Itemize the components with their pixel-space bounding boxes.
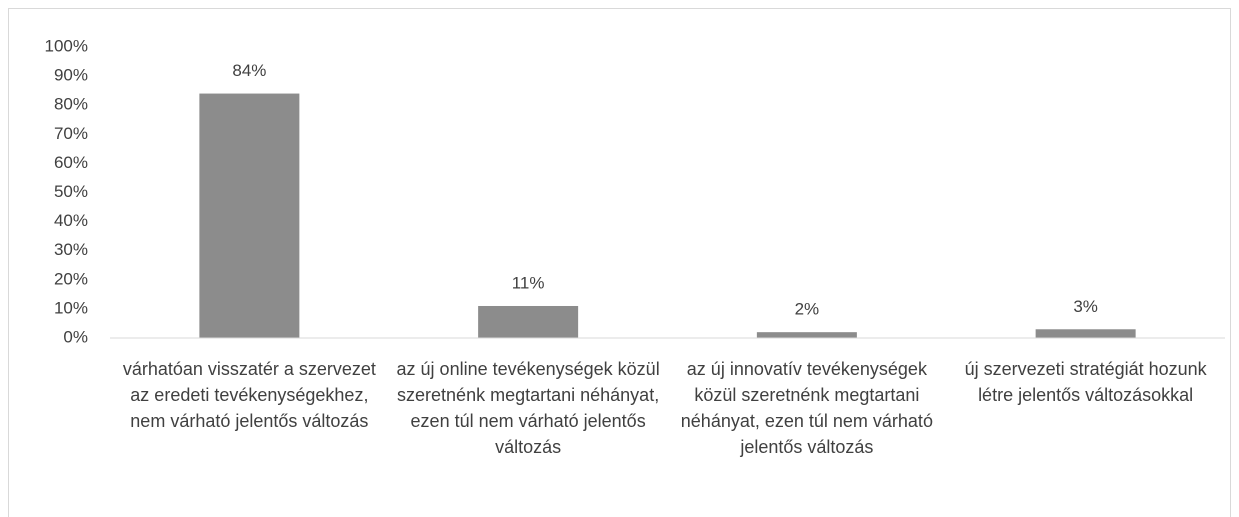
bar bbox=[199, 93, 300, 338]
x-tick-label: az új innovatív tevékenységek közül szer… bbox=[680, 359, 933, 457]
data-label: 11% bbox=[512, 273, 545, 292]
x-tick-label: az új online tevékenységek közül szeretn… bbox=[396, 359, 660, 457]
y-tick-label: 30% bbox=[54, 240, 88, 259]
data-label: 2% bbox=[795, 300, 820, 319]
y-tick-label: 10% bbox=[54, 298, 88, 317]
y-tick-label: 50% bbox=[54, 182, 88, 201]
x-tick-label: várhatóan visszatér a szervezet az erede… bbox=[122, 359, 376, 431]
y-tick-label: 40% bbox=[54, 211, 88, 230]
y-tick-label: 0% bbox=[63, 327, 88, 346]
y-tick-label: 60% bbox=[54, 153, 88, 172]
data-label: 84% bbox=[232, 61, 266, 80]
y-tick-label: 100% bbox=[45, 36, 88, 55]
x-tick-label: új szervezeti stratégiát hozunk létre je… bbox=[964, 359, 1207, 405]
bar bbox=[478, 305, 579, 338]
y-tick-label: 90% bbox=[54, 66, 88, 85]
chart-border bbox=[8, 8, 1231, 517]
y-tick-label: 70% bbox=[54, 124, 88, 143]
data-label: 3% bbox=[1073, 297, 1098, 316]
bar bbox=[1035, 329, 1136, 338]
bar bbox=[756, 332, 857, 338]
y-tick-label: 20% bbox=[54, 269, 88, 288]
y-tick-label: 80% bbox=[54, 95, 88, 114]
